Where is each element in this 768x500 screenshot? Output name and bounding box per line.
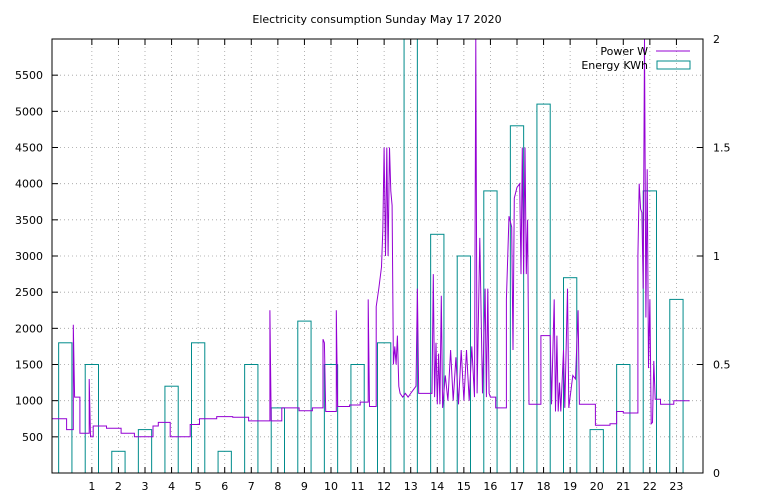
y2-tick-label: 0.5 [713, 359, 731, 372]
y-tick-label: 4500 [15, 142, 43, 155]
y-tick-label: 2000 [15, 322, 43, 335]
energy-bar [84, 364, 100, 474]
x-tick-label: 2 [115, 480, 122, 493]
x-tick-label: 4 [168, 480, 175, 493]
energy-bar [669, 298, 684, 474]
energy-bar [58, 342, 73, 474]
y-tick-label: 1500 [15, 359, 43, 372]
energy-bar [616, 364, 631, 474]
y-tick-label: 5500 [15, 69, 43, 82]
y-tick-label: 500 [22, 431, 43, 444]
x-tick-label: 8 [274, 480, 281, 493]
energy-bar [350, 364, 365, 474]
y-tick-label: 4000 [15, 178, 43, 191]
y2-tick-label: 0 [713, 467, 720, 480]
power-line [52, 38, 690, 438]
y2-tick-label: 1 [713, 250, 720, 263]
energy-bar [244, 364, 259, 474]
x-tick-label: 9 [301, 480, 308, 493]
x-tick-label: 14 [430, 480, 444, 493]
x-tick-label: 23 [669, 480, 683, 493]
x-tick-label: 12 [377, 480, 391, 493]
legend-box-energy [656, 60, 691, 70]
grid-layer [52, 39, 703, 473]
energy-bar [323, 364, 339, 474]
legend: Power W Energy KWh [581, 45, 691, 72]
x-tick-label: 18 [537, 480, 551, 493]
x-tick-label: 21 [616, 480, 630, 493]
x-tick-label: 5 [195, 480, 202, 493]
x-tick-label: 11 [351, 480, 365, 493]
x-tick-label: 17 [510, 480, 524, 493]
y2-tick-label: 1.5 [713, 142, 731, 155]
x-tick-label: 7 [248, 480, 255, 493]
y-tick-label: 3500 [15, 214, 43, 227]
legend-label-power: Power W [600, 45, 648, 58]
x-tick-label: 22 [643, 480, 657, 493]
y-tick-label: 3000 [15, 250, 43, 263]
y2-tick-label: 2 [713, 33, 720, 46]
y-tick-label: 2500 [15, 286, 43, 299]
axis-layer: 1 2 3 4 5 6 7 8 9 10 11 12 13 14 15 16 17 18 19 20 21 22 23500… [15, 33, 731, 493]
power-series [52, 38, 690, 438]
x-tick-label: 19 [563, 480, 577, 493]
y-tick-label: 1000 [15, 395, 43, 408]
chart-title: Electricity consumption Sunday May 17 20… [252, 13, 501, 26]
x-tick-label: 15 [457, 480, 471, 493]
x-tick-label: 6 [221, 480, 228, 493]
x-tick-label: 20 [590, 480, 604, 493]
legend-label-energy: Energy KWh [581, 59, 648, 72]
x-tick-label: 10 [324, 480, 338, 493]
x-tick-label: 13 [404, 480, 418, 493]
y-tick-label: 5000 [15, 105, 43, 118]
x-tick-label: 3 [142, 480, 149, 493]
x-tick-label: 1 [88, 480, 95, 493]
x-tick-label: 16 [483, 480, 497, 493]
